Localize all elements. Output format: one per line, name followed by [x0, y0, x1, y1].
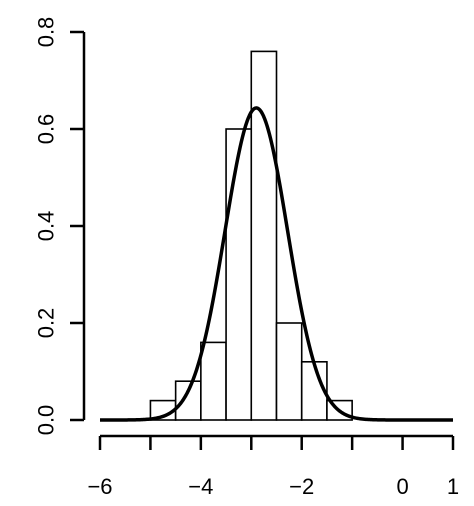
- histogram-bar: [250, 50, 278, 421]
- y-tick-label: 0.6: [34, 114, 59, 145]
- x-tick-label: −4: [188, 474, 213, 499]
- x-tick-label: 0: [396, 474, 408, 499]
- y-tick-label: 0.2: [34, 308, 59, 339]
- density-curve: [99, 106, 454, 422]
- y-tick-label: 0.0: [34, 405, 59, 436]
- y-axis: 0.0 0.2 0.4 0.6 0.8: [34, 17, 86, 436]
- histogram-bar: [275, 322, 303, 421]
- x-tick-label: −6: [87, 474, 112, 499]
- x-tick-label: 1: [447, 474, 459, 499]
- x-tick-label: −2: [289, 474, 314, 499]
- x-axis: −6 −4 −2 0 1: [87, 434, 459, 499]
- histogram-bar: [225, 128, 253, 421]
- histogram-bar: [200, 341, 227, 421]
- y-tick-label: 0.4: [34, 211, 59, 242]
- histogram-bars: [149, 50, 353, 421]
- y-tick-label: 0.8: [34, 17, 59, 48]
- histogram-bar: [300, 360, 328, 421]
